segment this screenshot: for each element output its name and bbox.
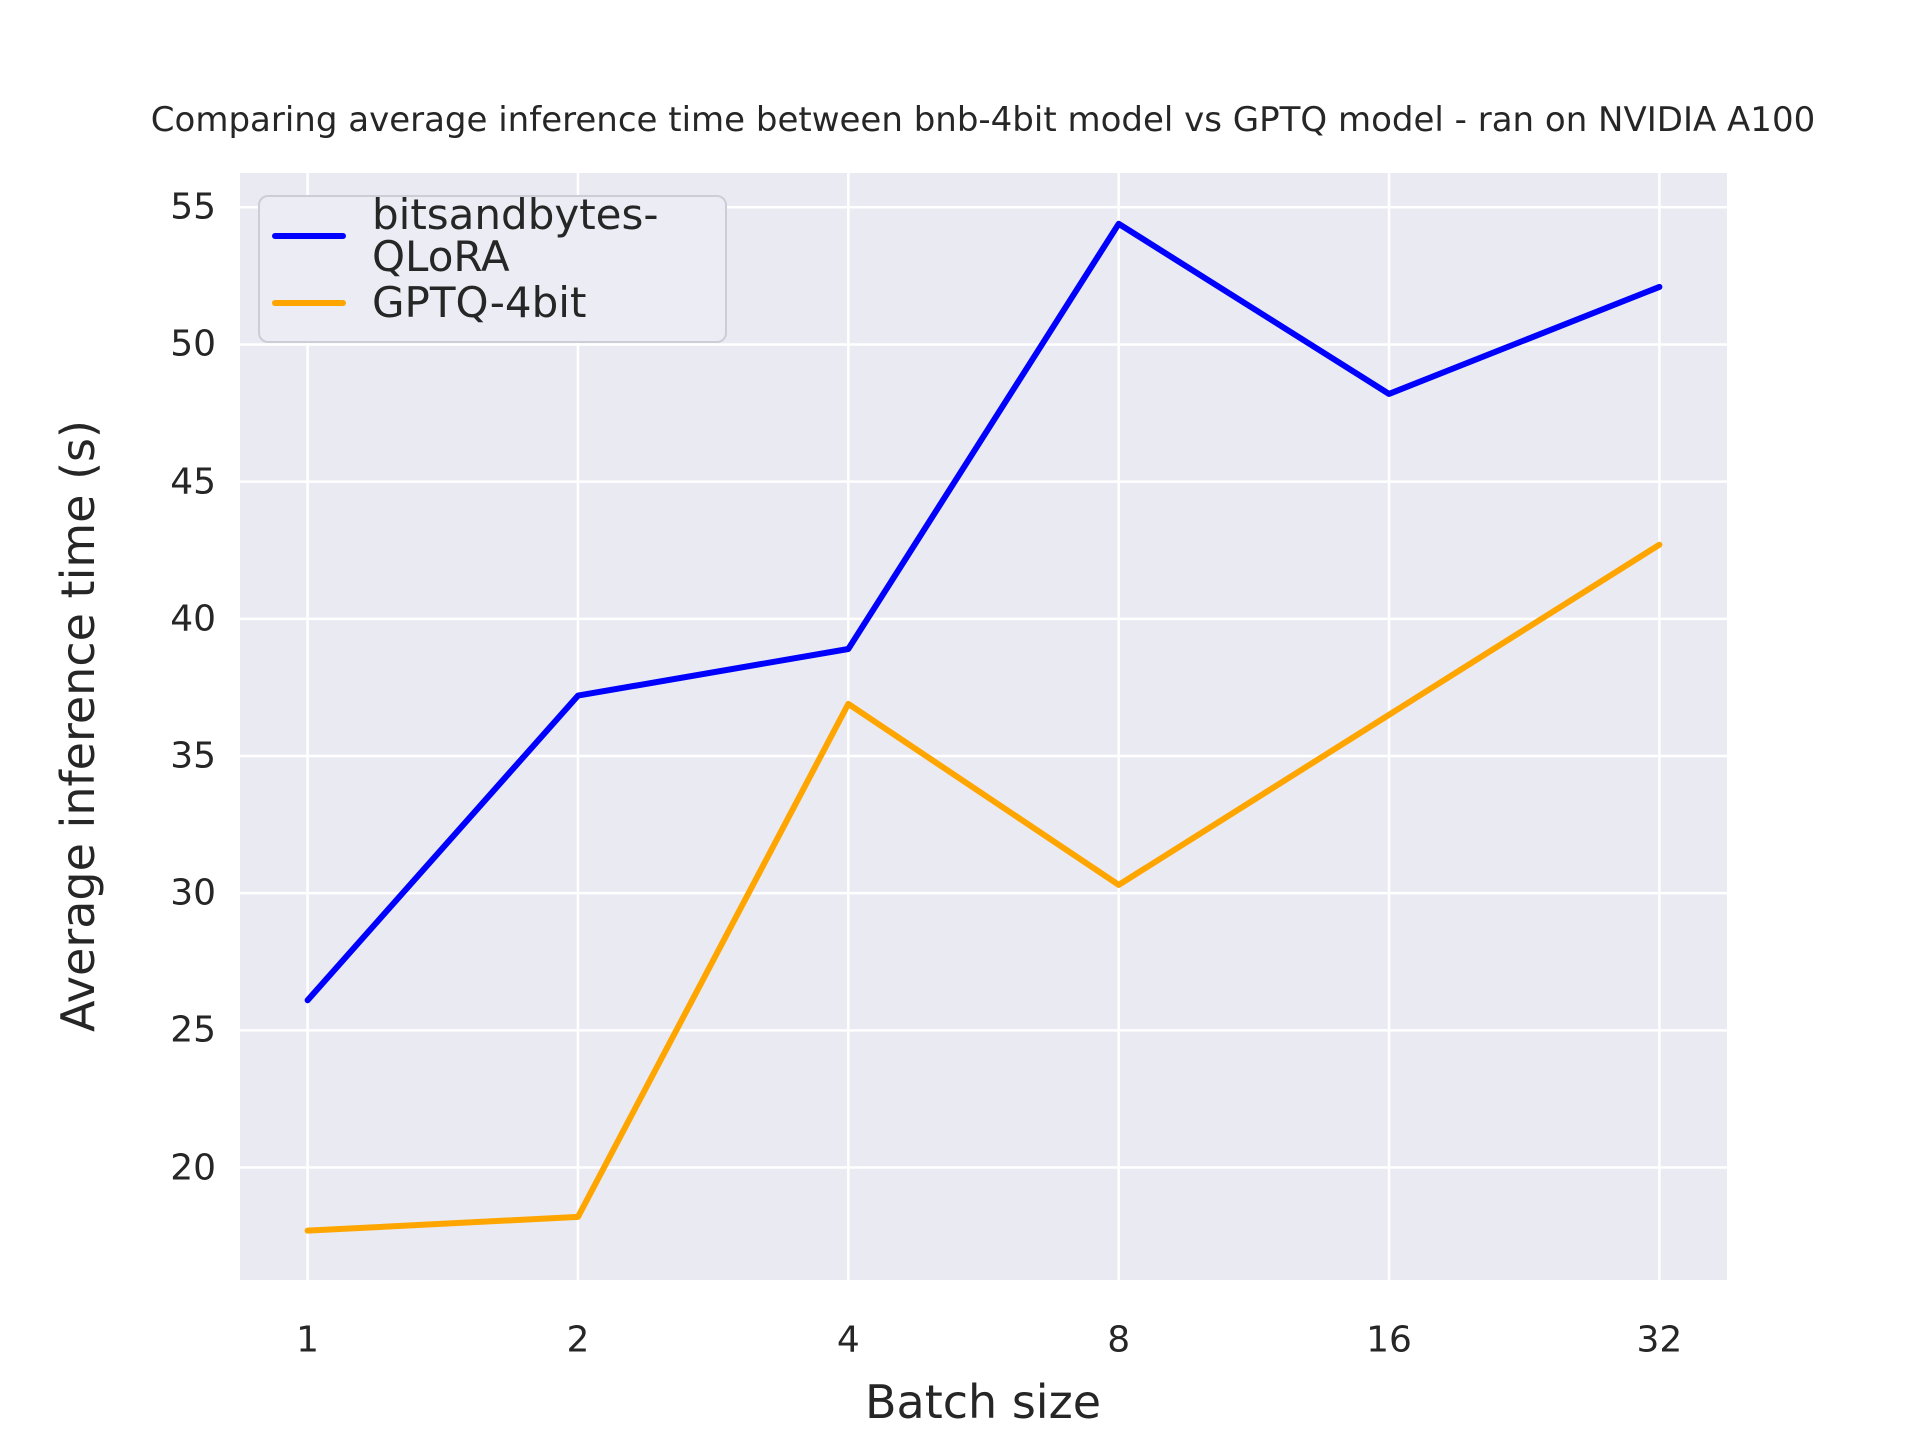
x-tick-label: 2: [566, 1319, 590, 1361]
x-tick-label: 32: [1636, 1319, 1683, 1361]
legend-item-gptq-4bit: GPTQ-4bit: [272, 269, 725, 336]
y-tick-label: 55: [170, 186, 216, 228]
legend-line-swatch-blue: [272, 232, 346, 239]
legend-line-swatch-orange: [272, 299, 346, 306]
legend-label: GPTQ-4bit: [372, 277, 587, 327]
y-tick-label: 35: [170, 735, 216, 777]
y-tick-label: 45: [170, 461, 216, 503]
series-line-gptq-4bit: [304, 541, 1663, 1234]
y-tick-label: 20: [170, 1147, 216, 1189]
x-tick-label: 16: [1366, 1319, 1412, 1361]
y-tick-label: 25: [170, 1009, 216, 1051]
x-tick-label: 1: [296, 1319, 320, 1361]
x-tick-label: 8: [1107, 1319, 1131, 1361]
x-tick-label: 4: [836, 1319, 860, 1361]
series-line-bitsandbytes-qlora: [304, 220, 1663, 1004]
legend: bitsandbytes-QLoRA GPTQ-4bit: [258, 193, 727, 343]
legend-label: bitsandbytes-QLoRA: [372, 189, 659, 281]
y-tick-label: 30: [170, 872, 216, 914]
y-tick-label: 40: [170, 598, 216, 640]
x-axis-label: Batch size: [864, 1375, 1102, 1429]
y-axis-label: Average inference time (s): [51, 420, 105, 1032]
chart-title: Comparing average inference time between…: [150, 100, 1816, 140]
legend-item-bitsandbytes-qlora: bitsandbytes-QLoRA: [272, 193, 725, 277]
plot-area: [240, 173, 1727, 1280]
y-tick-label: 50: [170, 323, 216, 365]
